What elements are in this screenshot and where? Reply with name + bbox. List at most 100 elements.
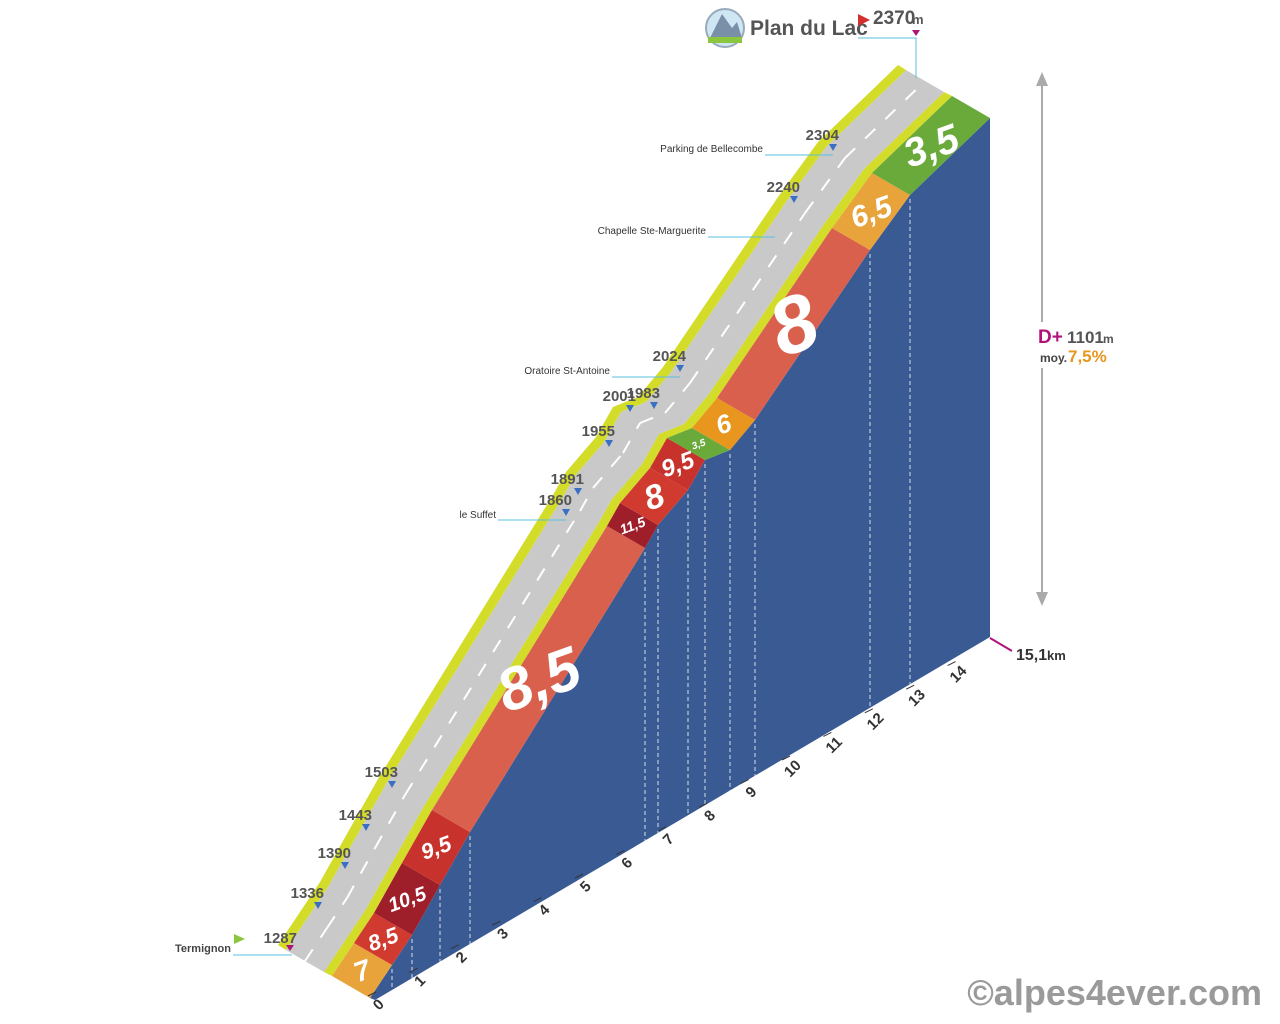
km-tick: [533, 897, 542, 903]
altitude-label: 2024: [653, 348, 687, 365]
road-edge: [324, 92, 952, 976]
road-marking: [804, 157, 846, 214]
distance-leader: [989, 637, 1013, 652]
km-label: 3: [494, 925, 512, 943]
place-label: Parking de Bellecombe: [660, 144, 763, 155]
summit-icon: [705, 8, 745, 48]
distance-value: 15,1: [1016, 647, 1047, 664]
profile-face: [370, 118, 990, 1000]
start-flag: [234, 934, 245, 944]
km-label: 5: [577, 878, 595, 896]
altitude-marker: [605, 440, 613, 447]
altitude-marker: [562, 509, 570, 516]
gradient-band: [717, 228, 870, 420]
km-label: 1: [411, 972, 429, 990]
arrow-head: [1036, 72, 1048, 86]
km-tick: [491, 920, 501, 926]
km-label: 10: [781, 757, 805, 781]
km-tick: [947, 661, 956, 667]
km-label: 7: [660, 831, 678, 849]
altitude-marker: [341, 862, 349, 869]
start-altitude: 1287: [264, 930, 297, 947]
road-marking: [304, 927, 328, 962]
km-tick: [698, 802, 708, 808]
gradient-band: [432, 526, 645, 832]
km-tick: [657, 826, 667, 832]
gradient-band: [650, 438, 705, 490]
place-label: le Suffet: [459, 510, 496, 521]
gain-unit: m: [1103, 332, 1114, 346]
altitude-label: 1443: [339, 807, 372, 824]
place-label: Chapelle Ste-Marguerite: [598, 226, 707, 237]
road-marking: [664, 382, 691, 414]
km-tick: [574, 873, 584, 879]
km-label: 8: [701, 807, 719, 825]
road-marking: [374, 794, 406, 849]
altitude-marker: [790, 196, 798, 203]
gradient-band: [607, 503, 658, 548]
road-edge: [278, 65, 906, 950]
road-marking: [622, 422, 641, 454]
altitude-label: 1955: [582, 423, 615, 440]
altitude-marker: [626, 405, 634, 412]
road-marking: [579, 487, 594, 512]
summit-leader: [858, 37, 917, 78]
road-marking: [592, 452, 624, 489]
gradient-band: [667, 428, 730, 460]
altitude-label: 1891: [551, 471, 584, 488]
gradient-band: [332, 943, 392, 998]
altitude-label: 1983: [627, 385, 660, 402]
altitude-marker: [362, 824, 370, 831]
gradient-band: [374, 863, 440, 935]
km-tick: [616, 849, 625, 855]
km-tick: [450, 944, 460, 950]
gradient-band: [832, 173, 910, 250]
altitude-label: 1390: [318, 845, 351, 862]
altitude-marker: [650, 402, 658, 409]
km-tick: [823, 731, 832, 737]
km-label: 11: [823, 734, 846, 757]
totals-bg: [1034, 322, 1116, 368]
altitude-label: 1336: [291, 885, 324, 902]
start-marker: [286, 945, 294, 951]
road: [286, 70, 944, 972]
road-marking: [346, 847, 376, 899]
arrow-head: [1036, 592, 1048, 606]
km-tick: [905, 684, 915, 690]
km-label: 9: [742, 783, 760, 801]
summit-unit: m: [912, 12, 924, 27]
gradient-band: [692, 398, 755, 450]
altitude-label: 2240: [767, 179, 800, 196]
km-label: 4: [535, 901, 553, 919]
km-label: 0: [370, 996, 388, 1014]
km-tick: [740, 779, 749, 785]
km-label: 12: [864, 710, 888, 734]
altitude-marker: [676, 365, 684, 372]
credit: ©alpes4ever.com: [967, 972, 1262, 1013]
summit-marker: [912, 30, 920, 36]
km-tick: [367, 991, 377, 997]
km-label: 6: [618, 854, 636, 872]
gain-value: 1101: [1067, 328, 1104, 347]
km-label: 13: [905, 686, 929, 710]
altitude-label: 1503: [365, 764, 398, 781]
start-name: Termignon: [175, 943, 231, 955]
gradient-band: [620, 468, 688, 525]
road-marking: [639, 412, 666, 424]
km-label: 2: [453, 949, 471, 967]
gain-label: D+: [1038, 327, 1063, 348]
altitude-label: 1860: [539, 492, 572, 509]
road-marking: [689, 212, 806, 384]
distance-unit: km: [1047, 648, 1066, 663]
altitude-label: 2001: [603, 388, 636, 405]
altitude-marker: [574, 488, 582, 495]
place-label: Oratoire St-Antoine: [524, 366, 610, 377]
gradient-band: [354, 913, 412, 965]
profile-shapes: [278, 65, 990, 1000]
summit-name: Plan du Lac: [750, 17, 868, 40]
gradient-band: [402, 810, 470, 885]
altitude-label: 2304: [806, 127, 840, 144]
altitude-marker: [388, 781, 396, 788]
altitude-marker: [829, 144, 837, 151]
